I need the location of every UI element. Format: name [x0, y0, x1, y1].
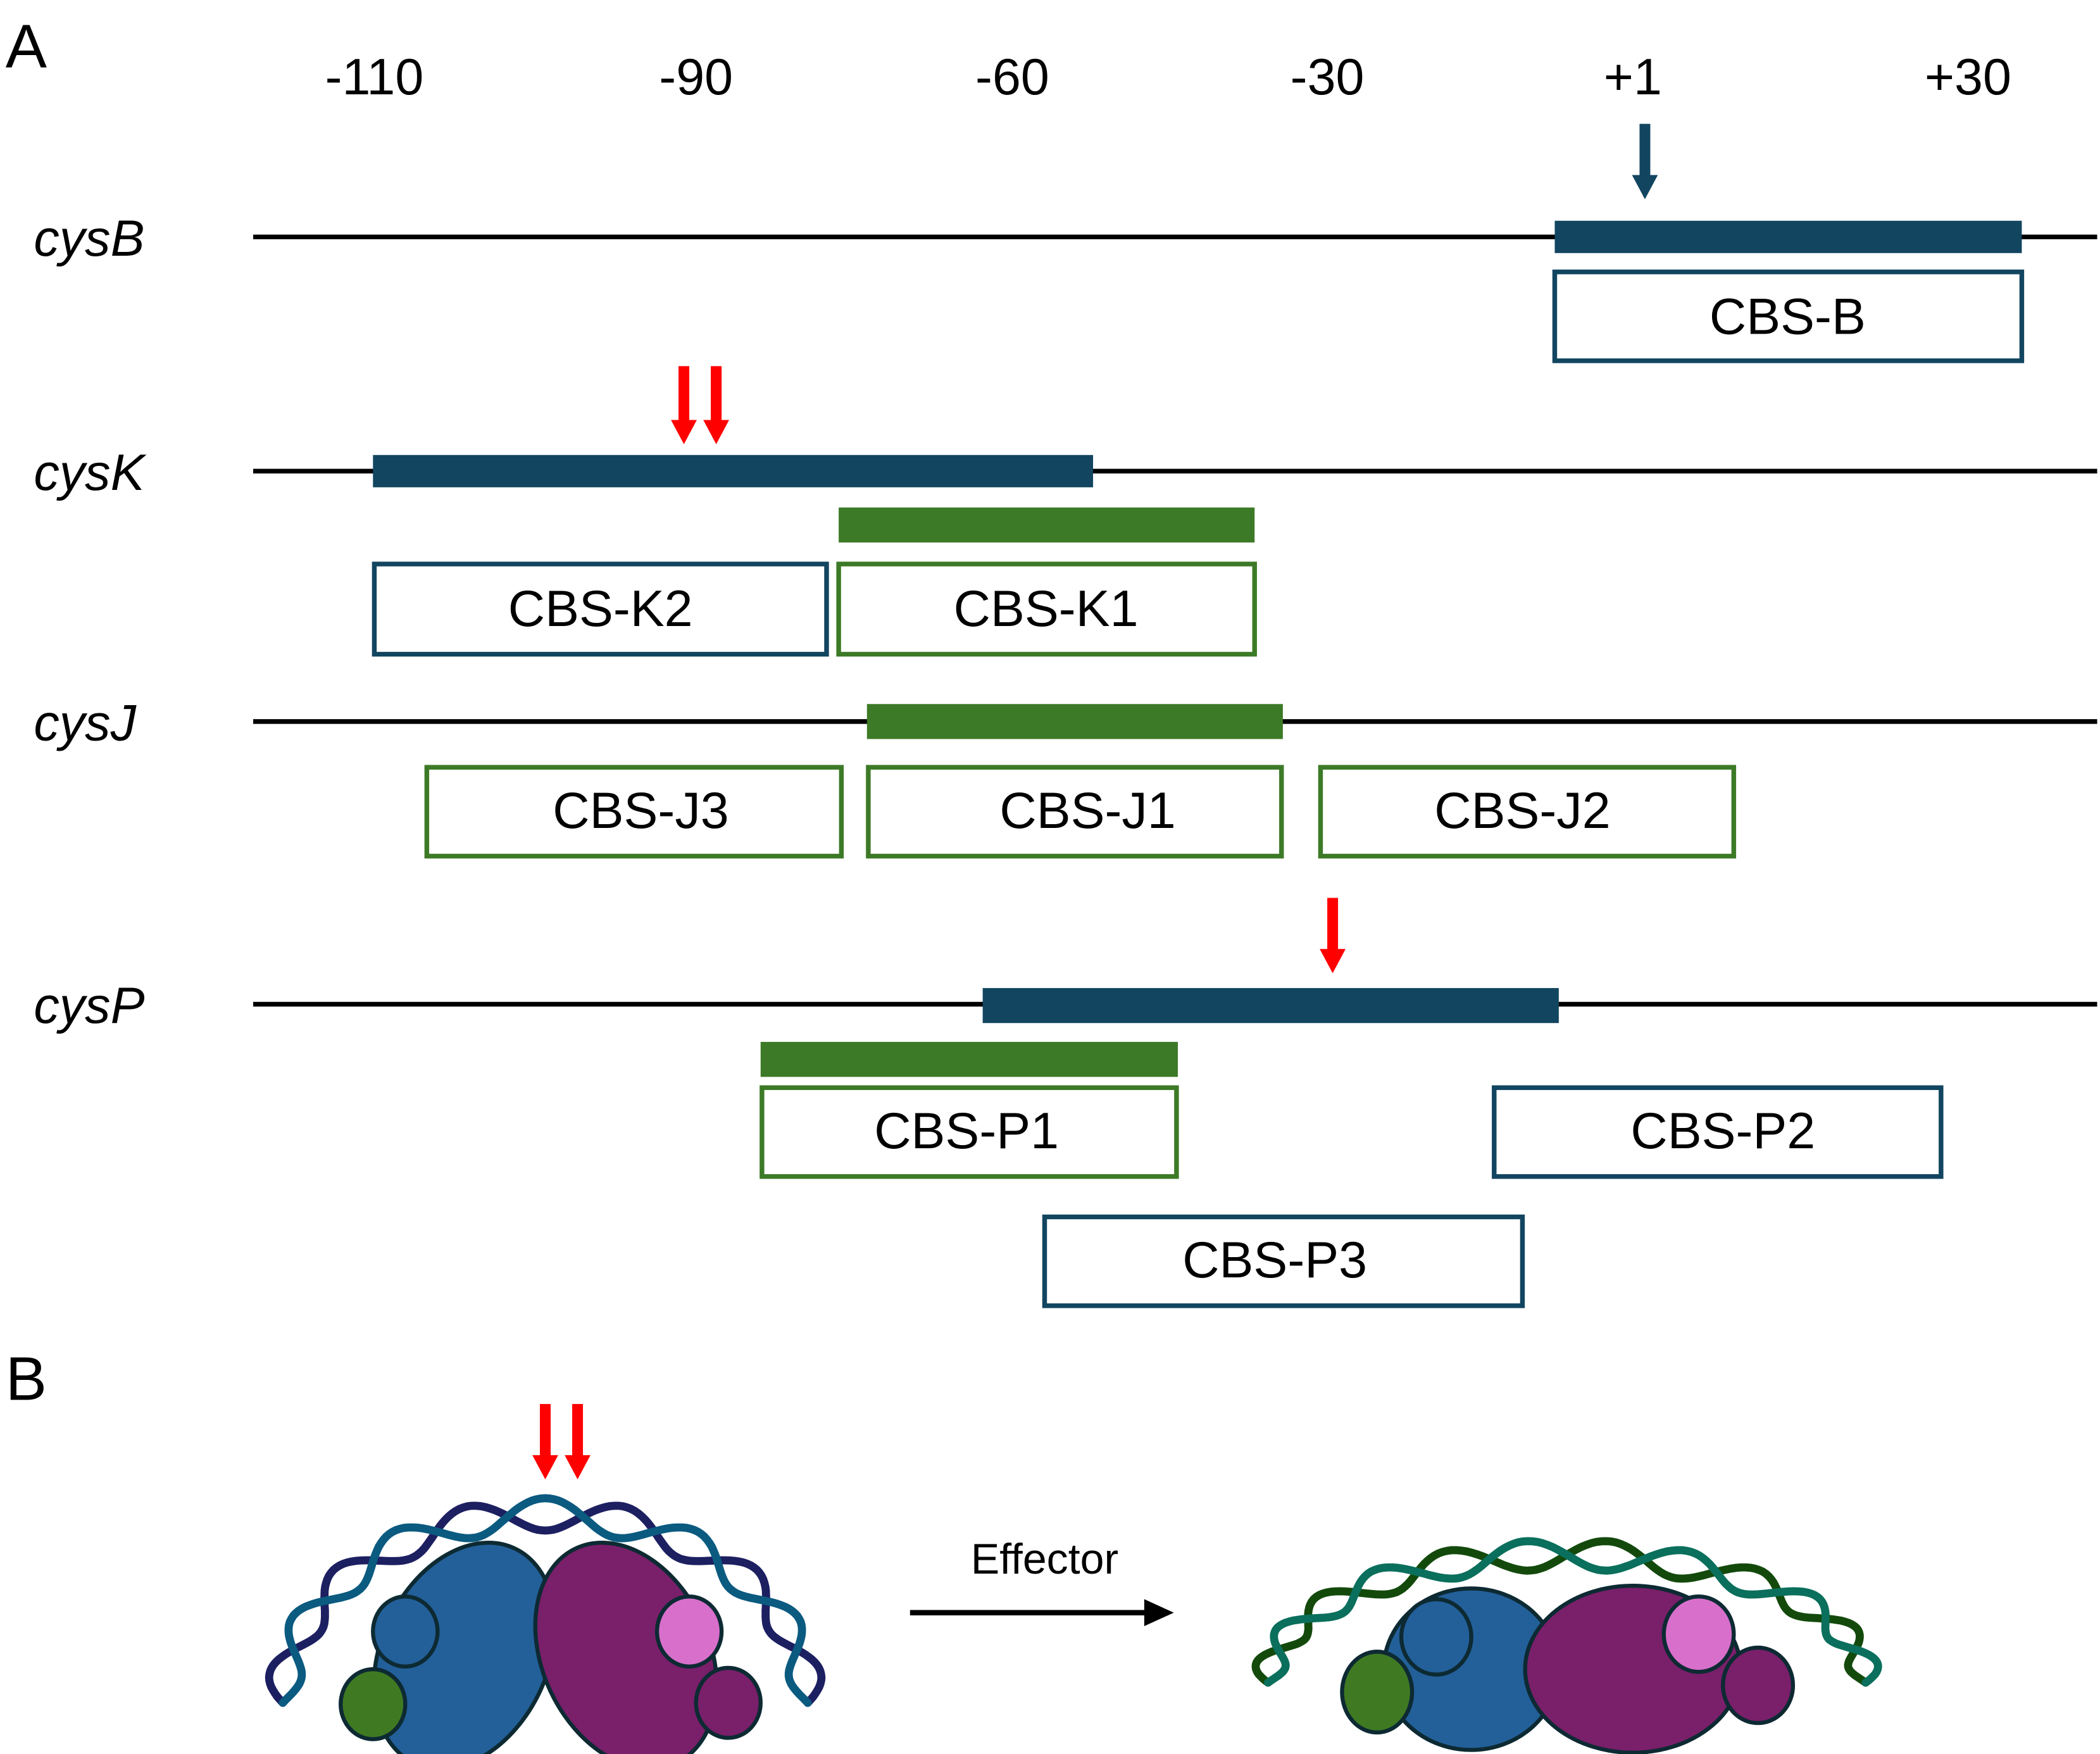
protected-region-bar-cysK	[373, 454, 1094, 487]
cbs-box-j3	[424, 765, 844, 859]
red-arrow-icon	[703, 366, 730, 444]
cbs-box-p1	[759, 1085, 1179, 1179]
cbs-box-label: CBS-J1	[999, 782, 1175, 839]
cbs-box-label: CBS-P1	[874, 1103, 1059, 1160]
cbl-dna-complex-effector-bound	[1251, 1537, 1882, 1754]
cbs-box-label: CBS-J2	[1434, 782, 1610, 839]
arrow-head	[671, 420, 697, 444]
arrow-head	[565, 1455, 591, 1480]
protein-subdomain-green	[339, 1667, 408, 1741]
tick-label: +1	[1604, 49, 1662, 106]
cbs-box-label: CBS-J3	[553, 782, 728, 839]
tick-label: -60	[975, 49, 1049, 106]
arrow-shaft	[572, 1404, 584, 1458]
arrow-head	[532, 1455, 558, 1480]
protein-subdomain-pink	[654, 1594, 724, 1669]
red-arrow-icon	[1320, 898, 1346, 974]
panel-label-a: A	[6, 11, 47, 80]
protected-region-bar-cysB	[1554, 220, 2022, 253]
gene-label-cysK: cysK	[34, 444, 146, 501]
cbl-dna-complex-unbound	[265, 1494, 826, 1754]
protected-region-bar-cysJ-green	[866, 704, 1283, 739]
protected-region-bar-cysP-green	[760, 1042, 1178, 1077]
cbs-box-label: CBS-P3	[1182, 1232, 1367, 1289]
gene-label-cysJ: cysJ	[34, 695, 137, 752]
cbs-box-label: CBS-K1	[954, 580, 1139, 637]
arrow-head	[1320, 949, 1346, 974]
cbs-box-b	[1552, 269, 2025, 363]
arrow-shaft	[540, 1404, 551, 1458]
arrow-shaft	[711, 366, 722, 423]
cbs-box-p3	[1042, 1214, 1525, 1308]
effector-label: Effector	[971, 1535, 1118, 1583]
dna-strand	[265, 1501, 826, 1707]
protein-subdomain-blue	[1399, 1597, 1473, 1677]
red-arrow-icon	[565, 1404, 591, 1480]
protected-region-bar-cysP	[982, 987, 1559, 1024]
cbs-box-label: CBS-K2	[508, 580, 693, 637]
effector-arrow-head	[1144, 1599, 1174, 1626]
protein-subdomain-blue	[371, 1594, 440, 1669]
cbs-box-k1	[836, 561, 1257, 657]
panel-label-b: B	[6, 1344, 47, 1413]
transcription-start-arrow	[1632, 123, 1658, 199]
tick-label: -110	[325, 49, 424, 106]
protected-region-bar-cysK-green	[839, 507, 1255, 543]
cbs-box-label: CBS-P2	[1630, 1103, 1815, 1160]
red-arrow-icon	[671, 366, 697, 444]
protein-subdomain-pink	[1661, 1594, 1736, 1674]
protein-subdomain-purple	[1721, 1645, 1796, 1726]
red-arrow-icon	[532, 1404, 558, 1480]
arrow-head	[1632, 175, 1658, 199]
protein-subdomain-green	[1340, 1650, 1415, 1735]
cbs-box-p2	[1492, 1085, 1944, 1179]
cbs-box-j2	[1318, 765, 1737, 859]
tick-label: -30	[1291, 49, 1365, 106]
cbs-box-j1	[866, 765, 1284, 859]
arrow-shaft	[1639, 123, 1651, 178]
dna-strand	[1264, 1537, 1882, 1687]
cbs-box-label: CBS-B	[1709, 288, 1866, 345]
dna-strand	[278, 1494, 812, 1707]
gene-label-cysP: cysP	[34, 977, 144, 1034]
arrow-shaft	[678, 366, 690, 423]
gene-label-cysB: cysB	[34, 210, 144, 267]
arrow-shaft	[1327, 898, 1339, 952]
tick-label: -90	[659, 49, 733, 106]
cbs-box-k2	[372, 561, 829, 657]
arrow-head	[703, 420, 730, 444]
protein-subdomain-purple	[694, 1665, 763, 1740]
tick-label: +30	[1925, 49, 2011, 106]
